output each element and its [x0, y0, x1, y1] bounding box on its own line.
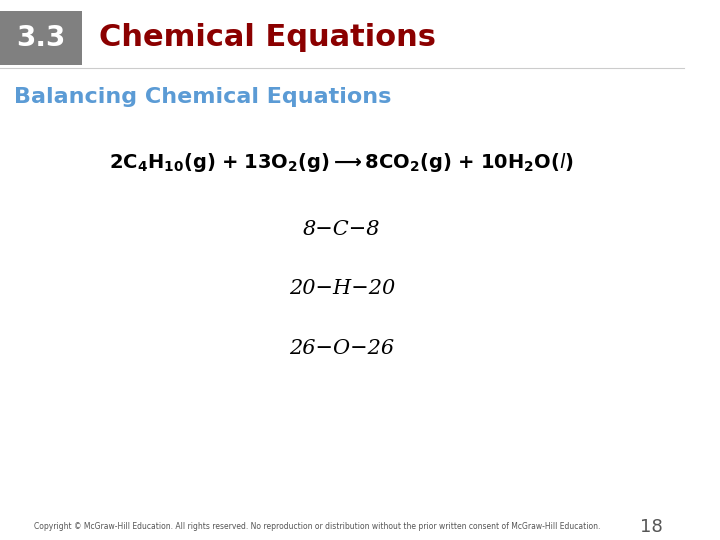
- Text: $\mathbf{2C_4H_{10}(g)}$ $\mathbf{+}$ $\mathbf{13O_2(g)}$$\mathbf{\longrightarro: $\mathbf{2C_4H_{10}(g)}$ $\mathbf{+}$ $\…: [109, 151, 575, 173]
- Text: 20−H−20: 20−H−20: [289, 279, 395, 299]
- Text: 8−C−8: 8−C−8: [303, 220, 381, 239]
- Text: Chemical Equations: Chemical Equations: [99, 23, 436, 52]
- Text: 3.3: 3.3: [17, 24, 66, 52]
- FancyBboxPatch shape: [0, 11, 82, 65]
- Text: Balancing Chemical Equations: Balancing Chemical Equations: [14, 87, 391, 107]
- Text: 18: 18: [641, 517, 663, 536]
- Text: 26−O−26: 26−O−26: [289, 339, 395, 358]
- Text: Copyright © McGraw-Hill Education. All rights reserved. No reproduction or distr: Copyright © McGraw-Hill Education. All r…: [34, 522, 600, 531]
